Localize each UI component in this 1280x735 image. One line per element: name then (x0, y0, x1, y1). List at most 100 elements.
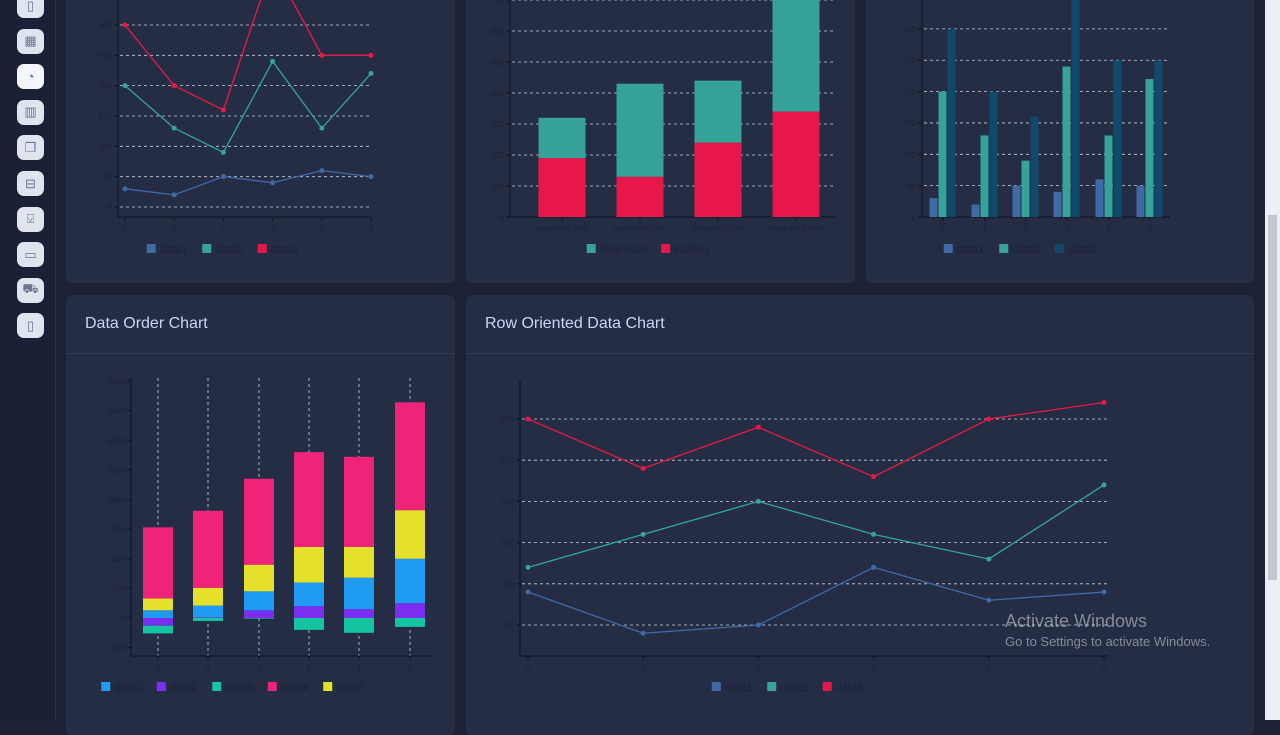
y-tick-label: 250 (99, 51, 113, 60)
y-tick-label: 500 (112, 584, 126, 593)
point-data2 (871, 531, 877, 537)
sidebar-button-copy[interactable]: ❐ (17, 135, 44, 161)
bar-data4 (294, 452, 324, 547)
point-data1 (755, 622, 761, 628)
card-bar-chart (866, 0, 1254, 283)
bar-data3 (1154, 60, 1163, 217)
point-data1 (1101, 589, 1107, 595)
bar-data2 (1021, 160, 1030, 217)
legend-label-data3: data3 (836, 682, 864, 694)
vertical-scrollbar[interactable] (1265, 0, 1280, 720)
y-tick-label: 150 (99, 112, 113, 121)
sidebar-button-briefcase[interactable]: ⊟ (17, 171, 44, 196)
scrollbar-thumb[interactable] (1268, 215, 1277, 580)
y-tick-label: 1000 (107, 555, 125, 564)
bar-data2 (193, 617, 223, 618)
y-tick-label: 400 (491, 89, 505, 98)
x-tick-label: 2 (756, 663, 761, 672)
bar-data5 (143, 598, 173, 611)
y-tick-label: 100 (903, 150, 917, 159)
bar-data5 (344, 546, 374, 578)
legend-label-data4: data4 (281, 682, 309, 694)
bar-data2 (938, 91, 947, 217)
bar-data4 (244, 478, 274, 565)
sidebar-button-clock[interactable]: ◔ (17, 64, 44, 90)
point-data3 (755, 424, 761, 430)
legend-swatch-data1 (146, 244, 156, 253)
y-tick-label: 500 (491, 58, 505, 67)
y-tick-label: 300 (99, 21, 113, 30)
grid-icon: ▦ (24, 33, 37, 49)
point-data2 (171, 125, 177, 131)
bar-data3 (1030, 116, 1039, 217)
bar-data2 (1062, 66, 1071, 218)
x-tick-label: 5 (1102, 663, 1107, 672)
bar-data1 (395, 558, 425, 604)
bar-data3 (989, 91, 998, 217)
line-data2 (527, 484, 1105, 568)
legend-label-download: download (600, 244, 647, 256)
sidebar-button-inbox[interactable]: ⍌ (17, 206, 44, 232)
sidebar-button-grid[interactable]: ▦ (17, 28, 44, 54)
point-data3 (640, 465, 646, 471)
sidebar-button-calculator[interactable]: ▯ (17, 313, 44, 339)
cart-icon: ⛟ (22, 281, 39, 297)
legend-label-data1: data1 (957, 244, 985, 256)
y-tick-label: 200 (501, 497, 515, 506)
bar-data5 (294, 546, 324, 583)
sidebar-button-file[interactable]: ▯ (17, 0, 44, 18)
legend-swatch-data4 (267, 682, 277, 691)
bar-loading (772, 111, 820, 217)
bar-data3 (143, 625, 173, 634)
bar-download (694, 80, 742, 143)
y-tick-label: 200 (903, 88, 917, 97)
x-tick-label: 5 (408, 663, 413, 672)
point-data1 (986, 597, 992, 603)
bar-data1 (294, 582, 324, 607)
bar-data3 (1071, 0, 1080, 218)
x-tick-label: 4 (320, 224, 325, 233)
bar-loading (538, 158, 586, 217)
legend-swatch-data2 (999, 244, 1009, 253)
point-data1 (640, 630, 646, 636)
point-data2 (755, 498, 761, 504)
card-line-chart (66, 0, 455, 283)
divider (66, 353, 455, 354)
legend-swatch-data3 (257, 244, 267, 253)
bar-data1 (1095, 179, 1104, 217)
point-data1 (220, 174, 226, 180)
bar-data5 (395, 510, 425, 559)
line-data1 (527, 566, 1105, 634)
x-tick-label: 0 (941, 224, 946, 233)
y-tick-label: 50 (505, 621, 514, 630)
x-tick-label: 3 (871, 663, 876, 672)
legend-swatch-loading (661, 244, 671, 253)
x-tick-label: 2 (221, 224, 226, 233)
sidebar-button-map[interactable]: ▥ (17, 99, 44, 125)
bar-data1 (929, 198, 938, 217)
point-data1 (171, 192, 177, 198)
legend-label-data5: data5 (336, 682, 364, 694)
point-data2 (270, 58, 276, 64)
legend-swatch-data2 (767, 682, 777, 691)
point-data2 (220, 149, 226, 155)
legend-label-data3: data3 (271, 244, 299, 256)
legend-label-loading: loading (674, 244, 709, 256)
legend-label-data1: data1 (114, 682, 142, 694)
legend-label-data2: data2 (170, 682, 198, 694)
bar-data2 (344, 609, 374, 618)
bar-data3 (947, 28, 956, 218)
legend-swatch-data3 (212, 682, 222, 691)
sidebar-button-card[interactable]: ▭ (17, 242, 44, 268)
y-tick-label: 600 (491, 27, 505, 36)
point-data1 (270, 180, 276, 186)
sidebar-button-cart[interactable]: ⛟ (17, 277, 44, 303)
y-tick-label: 200 (99, 82, 113, 91)
point-data3 (319, 52, 325, 58)
x-tick-label: 1 (641, 663, 646, 672)
inbox-icon: ⍌ (26, 211, 35, 227)
legend-label-data1: data1 (160, 244, 188, 256)
bar-data4 (344, 456, 374, 547)
bar-data4 (143, 527, 173, 599)
